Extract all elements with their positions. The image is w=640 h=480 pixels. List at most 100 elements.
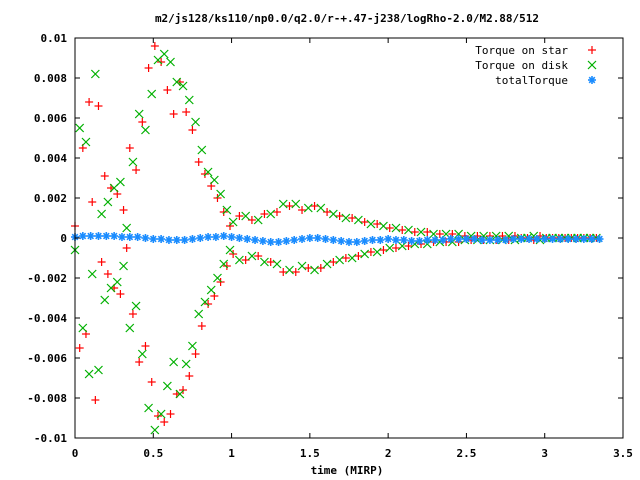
data-point (91, 396, 100, 404)
data-point (185, 372, 194, 380)
data-point (188, 341, 197, 351)
data-point (366, 219, 376, 229)
data-point (423, 236, 432, 244)
data-point (385, 224, 394, 232)
data-point (446, 235, 455, 243)
data-point (272, 259, 282, 269)
y-tick-label: 0.002 (34, 192, 67, 205)
x-tick-label: 1 (228, 447, 235, 460)
data-point (125, 144, 134, 152)
data-point (279, 268, 288, 276)
x-tick-label: 3 (541, 447, 548, 460)
data-point (141, 125, 150, 135)
data-point (149, 235, 158, 243)
data-point (160, 418, 169, 426)
data-point (341, 254, 350, 262)
data-point (153, 412, 162, 420)
data-point (298, 206, 307, 214)
data-point (100, 172, 109, 180)
data-point (348, 214, 357, 222)
data-point (141, 234, 150, 242)
data-point (410, 228, 419, 236)
data-point (572, 235, 581, 243)
data-point (379, 221, 388, 231)
data-point (122, 223, 132, 233)
data-point (435, 230, 444, 238)
data-point (159, 49, 169, 59)
data-point (285, 202, 294, 210)
data-point (125, 323, 135, 333)
data-point (304, 264, 313, 272)
data-point (119, 206, 128, 214)
y-tick-label: 0.01 (41, 32, 68, 45)
data-point (191, 350, 200, 358)
data-point (180, 236, 189, 244)
data-point (470, 235, 479, 243)
data-point (200, 170, 209, 178)
y-tick-label: 0.004 (34, 152, 67, 165)
data-point (266, 238, 275, 246)
data-point (81, 137, 91, 147)
data-point (133, 233, 142, 241)
data-point (587, 235, 596, 243)
y-tick-label: -0.01 (34, 432, 67, 445)
data-point (216, 278, 225, 286)
data-point (138, 118, 147, 126)
data-point (297, 261, 307, 271)
data-point (222, 205, 232, 215)
data-point (226, 222, 235, 230)
data-point (285, 265, 294, 275)
y-tick-label: -0.002 (27, 272, 67, 285)
data-point (219, 208, 228, 216)
data-point (166, 410, 175, 418)
data-point (272, 208, 281, 216)
data-point (102, 232, 111, 240)
data-point (86, 232, 95, 240)
data-point (197, 322, 206, 330)
data-point (416, 227, 426, 237)
data-point (103, 197, 113, 207)
data-point (219, 232, 228, 240)
data-point (335, 212, 344, 220)
legend-label: totalTorque (495, 74, 568, 87)
data-point (353, 215, 363, 225)
legend-label: Torque on star (475, 44, 568, 57)
data-point (313, 234, 322, 242)
data-point (181, 359, 191, 369)
data-point (335, 255, 345, 265)
data-point (116, 290, 125, 298)
data-point (85, 98, 94, 106)
data-point (454, 235, 463, 243)
data-point (247, 251, 257, 261)
data-point (310, 202, 319, 210)
data-point (485, 236, 494, 244)
data-point (166, 57, 175, 67)
legend: Torque on star Torque on disk totalTorque (475, 44, 597, 87)
data-point (131, 301, 141, 311)
x-tick-label: 0.5 (143, 447, 163, 460)
data-point (368, 236, 377, 244)
y-tick-label: -0.008 (27, 392, 67, 405)
data-point (260, 257, 269, 267)
data-point (200, 297, 210, 307)
data-point (94, 232, 103, 240)
data-point (211, 233, 220, 241)
data-point (328, 209, 338, 219)
data-point (144, 403, 154, 413)
data-point (540, 235, 549, 243)
data-point (163, 86, 172, 94)
data-point (354, 252, 363, 260)
y-tick-label: 0 (60, 232, 67, 245)
data-point (298, 235, 307, 243)
data-point (164, 236, 173, 244)
data-point (75, 344, 84, 352)
data-point (398, 226, 407, 234)
data-point (305, 234, 314, 242)
data-point (548, 235, 557, 243)
y-tick-label: 0.008 (34, 72, 67, 85)
data-point (345, 238, 353, 246)
data-point (204, 300, 213, 308)
data-point (415, 237, 424, 245)
data-point (438, 236, 447, 244)
data-point (404, 225, 413, 235)
